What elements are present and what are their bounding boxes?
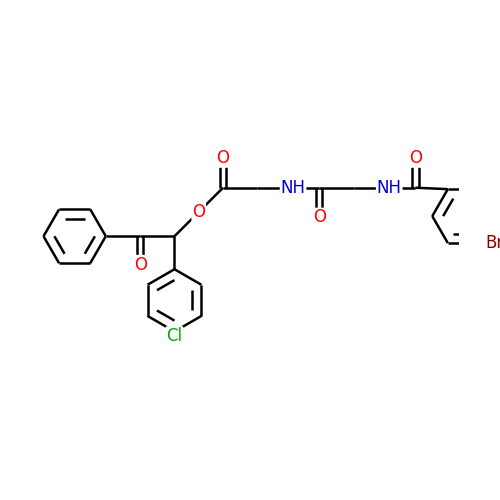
- Text: O: O: [192, 203, 205, 221]
- Text: O: O: [216, 149, 230, 167]
- Text: Br: Br: [486, 234, 500, 252]
- Text: Cl: Cl: [166, 327, 182, 345]
- Text: O: O: [409, 149, 422, 167]
- Text: NH: NH: [376, 178, 402, 196]
- Text: NH: NH: [280, 178, 305, 196]
- Text: O: O: [312, 208, 326, 226]
- Text: O: O: [134, 256, 146, 274]
